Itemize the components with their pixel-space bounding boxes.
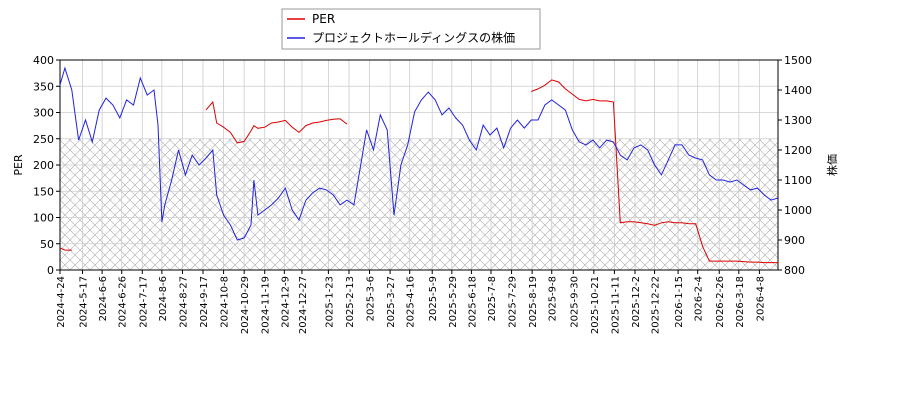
y2-tick-label: 900 (784, 234, 805, 247)
x-tick-label: 2024-7-17 (138, 276, 149, 328)
x-tick-label: 2024-12-9 (280, 276, 291, 328)
x-tick-label: 2024-10-8 (220, 276, 231, 328)
x-tick-label: 2026-2-26 (715, 276, 726, 328)
x-tick-label: 2025-9-30 (569, 276, 580, 328)
x-tick-label: 2024-10-29 (240, 276, 251, 334)
y-tick-label: 250 (33, 133, 54, 146)
x-tick-label: 2026-3-18 (735, 276, 746, 328)
x-tick-label: 2025-7-8 (487, 276, 498, 321)
hatch-band (60, 138, 778, 270)
x-tick-label: 2025-2-13 (345, 276, 356, 328)
x-tick-label: 2025-12-2 (631, 276, 642, 328)
x-tick-label: 2025-12-22 (651, 276, 662, 334)
series-line (59, 66, 779, 241)
y-tick-label: 0 (47, 264, 54, 277)
y-axis-label: PER (12, 154, 25, 176)
x-tick-label: 2024-11-19 (261, 276, 272, 334)
y-tick-label: 350 (33, 80, 54, 93)
legend: PER プロジェクトホールディングスの株価 (281, 8, 541, 50)
y-tick-label: 50 (40, 238, 54, 251)
legend-label: PER (312, 12, 335, 26)
x-tick-label: 2024-12-27 (298, 276, 309, 334)
y-tick-label: 150 (33, 185, 54, 198)
x-tick-label: 2025-7-29 (508, 276, 519, 328)
x-tick-label: 2024-5-17 (79, 276, 90, 328)
x-tick-label: 2025-5-29 (448, 276, 459, 328)
x-tick-label: 2026-4-8 (755, 276, 766, 321)
series-line (59, 79, 778, 264)
x-tick-label: 2025-11-11 (610, 276, 621, 334)
x-tick-label: 2025-6-18 (467, 276, 478, 328)
x-tick-label: 2025-4-16 (406, 276, 417, 328)
y2-tick-label: 1400 (784, 84, 812, 97)
x-tick-label: 2024-6-6 (98, 276, 109, 321)
x-tick-label: 2025-5-9 (428, 276, 439, 321)
x-tick-label: 2026-1-15 (674, 276, 685, 328)
y2-tick-label: 1300 (784, 114, 812, 127)
y2-tick-label: 1500 (784, 54, 812, 67)
y-tick-label: 200 (33, 159, 54, 172)
x-tick-label: 2024-8-27 (178, 276, 189, 328)
y-tick-label: 400 (33, 54, 54, 67)
x-tick-label: 2025-3-27 (386, 276, 397, 328)
x-tick-label: 2025-8-19 (528, 276, 539, 328)
x-tick-label: 2025-3-6 (366, 276, 377, 321)
legend-label: プロジェクトホールディングスの株価 (312, 30, 515, 45)
x-tick-label: 2025-9-8 (548, 276, 559, 321)
y2-tick-label: 1100 (784, 174, 812, 187)
x-tick-label: 2025-10-21 (590, 276, 601, 334)
y2-tick-label: 800 (784, 264, 805, 277)
x-tick-label: 2024-4-24 (56, 276, 67, 328)
y2-tick-label: 1200 (784, 144, 812, 157)
x-tick-label: 2024-8-6 (158, 276, 169, 321)
plot-frame (59, 59, 779, 271)
y-tick-label: 300 (33, 107, 54, 120)
y2-tick-label: 1000 (784, 204, 812, 217)
y-tick-label: 100 (33, 212, 54, 225)
legend-box (281, 8, 541, 50)
x-tick-label: 2025-1-23 (324, 276, 335, 328)
y2-axis-label: 株価 (825, 154, 839, 176)
x-tick-label: 2024-6-26 (118, 276, 129, 328)
x-tick-label: 2026-2-4 (694, 276, 705, 321)
x-tick-label: 2024-9-17 (199, 276, 210, 328)
